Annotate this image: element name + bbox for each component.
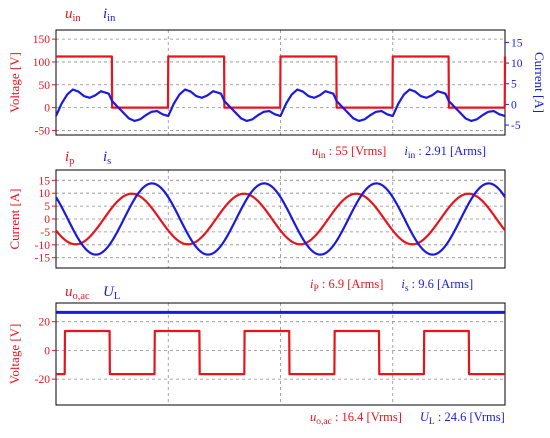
left-tick-label: 0	[44, 103, 50, 115]
left-tick-label: 0	[44, 345, 50, 357]
left-axis-label: Current [A]	[7, 188, 22, 249]
series-u-in	[55, 55, 507, 109]
legend-u-L: UL	[103, 284, 120, 302]
left-tick-label: 5	[44, 201, 50, 213]
right-tick-label: 0	[511, 99, 517, 111]
legend-i-p: ip	[65, 149, 74, 167]
left-axis-label: Voltage [V]	[7, 52, 22, 113]
left-tick-label: 15	[39, 175, 51, 187]
right-tick-label: 15	[511, 37, 523, 49]
right-tick-label: -5	[511, 120, 521, 132]
right-axis-label: Current [A]	[532, 52, 547, 113]
legend-i-in: iin	[103, 6, 116, 24]
left-tick-label: -15	[35, 253, 51, 265]
rms-label: iP : 6.9 [Arms]	[310, 277, 383, 294]
rms-annotations: uin : 55 [Vrms] iin : 2.91 [Arms]	[312, 144, 486, 161]
legend-u-in: uin	[65, 6, 81, 24]
series-i-p	[55, 192, 506, 246]
left-tick-label: -50	[35, 125, 51, 137]
legend-u-oac: uo,ac	[65, 284, 90, 302]
panel-3: 20 0 -20 Voltage [V] uo,ac UL uo,ac : 16.4 [Vr…	[7, 284, 506, 427]
left-tick-label: -20	[35, 374, 51, 386]
plot-frame	[55, 302, 506, 406]
left-tick-label: 0	[44, 214, 50, 226]
series-i-s	[55, 182, 506, 256]
rms-label: UL : 24.6 [Vrms]	[420, 410, 505, 427]
rms-label: iin : 2.91 [Arms]	[404, 144, 486, 161]
rms-label: uo,ac : 16.4 [Vrms]	[310, 410, 402, 427]
gridlines	[56, 303, 505, 405]
left-tick-label: -10	[35, 240, 51, 252]
left-tick-label: 150	[33, 34, 51, 46]
left-tick-label: 10	[39, 188, 51, 200]
legend: uin iin	[65, 6, 116, 24]
left-tick-label: 100	[33, 57, 51, 69]
left-tick-label: 20	[39, 317, 51, 329]
series-u-oac	[55, 329, 506, 376]
rms-annotations: uo,ac : 16.4 [Vrms] UL : 24.6 [Vrms]	[310, 410, 505, 427]
rms-label: uin : 55 [Vrms]	[312, 144, 386, 161]
series-i-in	[54, 88, 506, 123]
left-tick-label: 50	[39, 80, 51, 92]
left-axis-label: Voltage [V]	[7, 324, 22, 385]
left-tick-label: -5	[40, 227, 50, 239]
rms-annotations: iP : 6.9 [Arms] is : 9.6 [Arms]	[310, 277, 473, 294]
right-tick-label: 5	[511, 79, 517, 91]
legend: uo,ac UL	[65, 284, 120, 302]
legend-i-s: is	[103, 149, 111, 167]
rms-label: is : 9.6 [Arms]	[401, 277, 473, 294]
legend: ip is	[65, 149, 111, 167]
right-tick-label: 10	[511, 58, 523, 70]
